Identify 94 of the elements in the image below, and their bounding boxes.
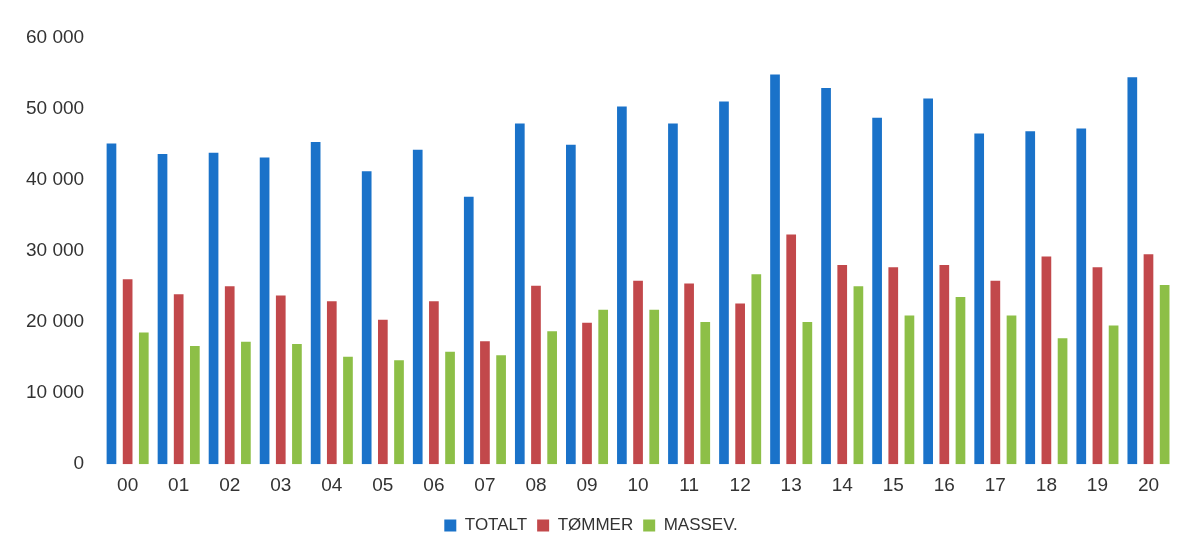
bar <box>1108 325 1119 465</box>
y-tick-label: 50 000 <box>25 96 85 118</box>
bar <box>514 123 525 465</box>
x-tick-label: 17 <box>984 473 1006 495</box>
bar <box>684 283 694 465</box>
y-tick-label: 0 <box>73 452 85 474</box>
bar <box>394 360 404 465</box>
bar <box>904 315 915 465</box>
bar <box>310 141 321 465</box>
bar <box>1092 267 1103 465</box>
bar <box>496 355 506 465</box>
x-tick-label: 10 <box>627 473 649 495</box>
x-tick-label: 14 <box>831 473 854 495</box>
bar <box>531 285 541 465</box>
bar <box>224 286 235 465</box>
bar <box>1041 256 1052 465</box>
bar <box>633 280 643 465</box>
bar <box>990 280 1001 465</box>
bar <box>598 309 609 465</box>
x-tick-label: 02 <box>219 473 241 495</box>
y-tick-label: 30 000 <box>25 239 85 261</box>
bar <box>770 74 780 465</box>
x-tick-label: 09 <box>576 473 598 495</box>
bar <box>939 265 950 465</box>
bar <box>173 294 184 465</box>
x-tick-label: 03 <box>270 473 292 495</box>
legend-label: TØMMER <box>557 515 634 535</box>
x-tick-label: 12 <box>729 473 751 495</box>
x-tick-label: 19 <box>1086 473 1109 495</box>
bar <box>326 301 337 465</box>
x-tick-label: 04 <box>321 473 343 495</box>
bar <box>1057 338 1068 465</box>
bar <box>1006 315 1017 465</box>
x-tick-label: 07 <box>474 473 496 495</box>
x-tick-label: 20 <box>1137 473 1160 495</box>
bar <box>378 319 388 465</box>
bar <box>1025 131 1036 465</box>
bar <box>802 321 813 465</box>
bar <box>343 356 353 465</box>
bar <box>1143 254 1154 465</box>
bar <box>138 332 149 465</box>
bar <box>208 152 219 465</box>
x-tick-label: 13 <box>780 473 802 495</box>
legend-label: MASSEV. <box>663 515 738 535</box>
bar <box>259 157 270 465</box>
x-tick-label: 05 <box>372 473 394 495</box>
bar <box>412 149 423 465</box>
y-tick-label: 40 000 <box>25 167 85 189</box>
x-tick-label: 15 <box>882 473 904 495</box>
bar <box>888 267 899 465</box>
bar <box>1159 284 1170 465</box>
bar <box>582 322 592 465</box>
bar <box>649 309 660 465</box>
bar <box>1076 128 1087 465</box>
bar <box>719 101 729 465</box>
bar <box>189 346 200 465</box>
bar <box>547 331 557 465</box>
bar <box>786 234 797 465</box>
legend-label: TOTALT <box>464 515 528 535</box>
x-tick-label: 06 <box>423 473 445 495</box>
bar <box>429 301 439 465</box>
bar <box>853 286 864 465</box>
bar <box>275 295 286 465</box>
y-tick-label: 60 000 <box>25 25 85 47</box>
bar <box>955 297 966 465</box>
bar <box>445 351 455 465</box>
bar <box>872 117 882 465</box>
bar <box>292 343 302 465</box>
bar <box>668 123 678 465</box>
bar <box>923 98 933 465</box>
bar <box>751 274 762 465</box>
x-tick-label: 00 <box>117 473 139 495</box>
bar <box>463 196 474 465</box>
bar <box>122 279 133 465</box>
x-tick-label: 01 <box>168 473 190 495</box>
bar <box>735 303 745 465</box>
bar <box>1127 77 1138 465</box>
x-tick-label: 08 <box>525 473 547 495</box>
bar <box>480 341 490 465</box>
bar <box>617 106 627 465</box>
bar <box>157 154 168 465</box>
bar <box>361 171 372 465</box>
x-tick-label: 11 <box>679 473 699 495</box>
bar <box>566 144 576 465</box>
bar <box>821 87 831 465</box>
bar <box>106 143 117 465</box>
x-tick-label: 16 <box>933 473 955 495</box>
x-tick-label: 18 <box>1035 473 1057 495</box>
bar <box>700 321 711 465</box>
y-tick-label: 10 000 <box>25 381 85 403</box>
y-tick-label: 20 000 <box>25 310 85 332</box>
bar <box>837 265 848 465</box>
bar <box>241 341 251 465</box>
bar <box>974 133 985 465</box>
